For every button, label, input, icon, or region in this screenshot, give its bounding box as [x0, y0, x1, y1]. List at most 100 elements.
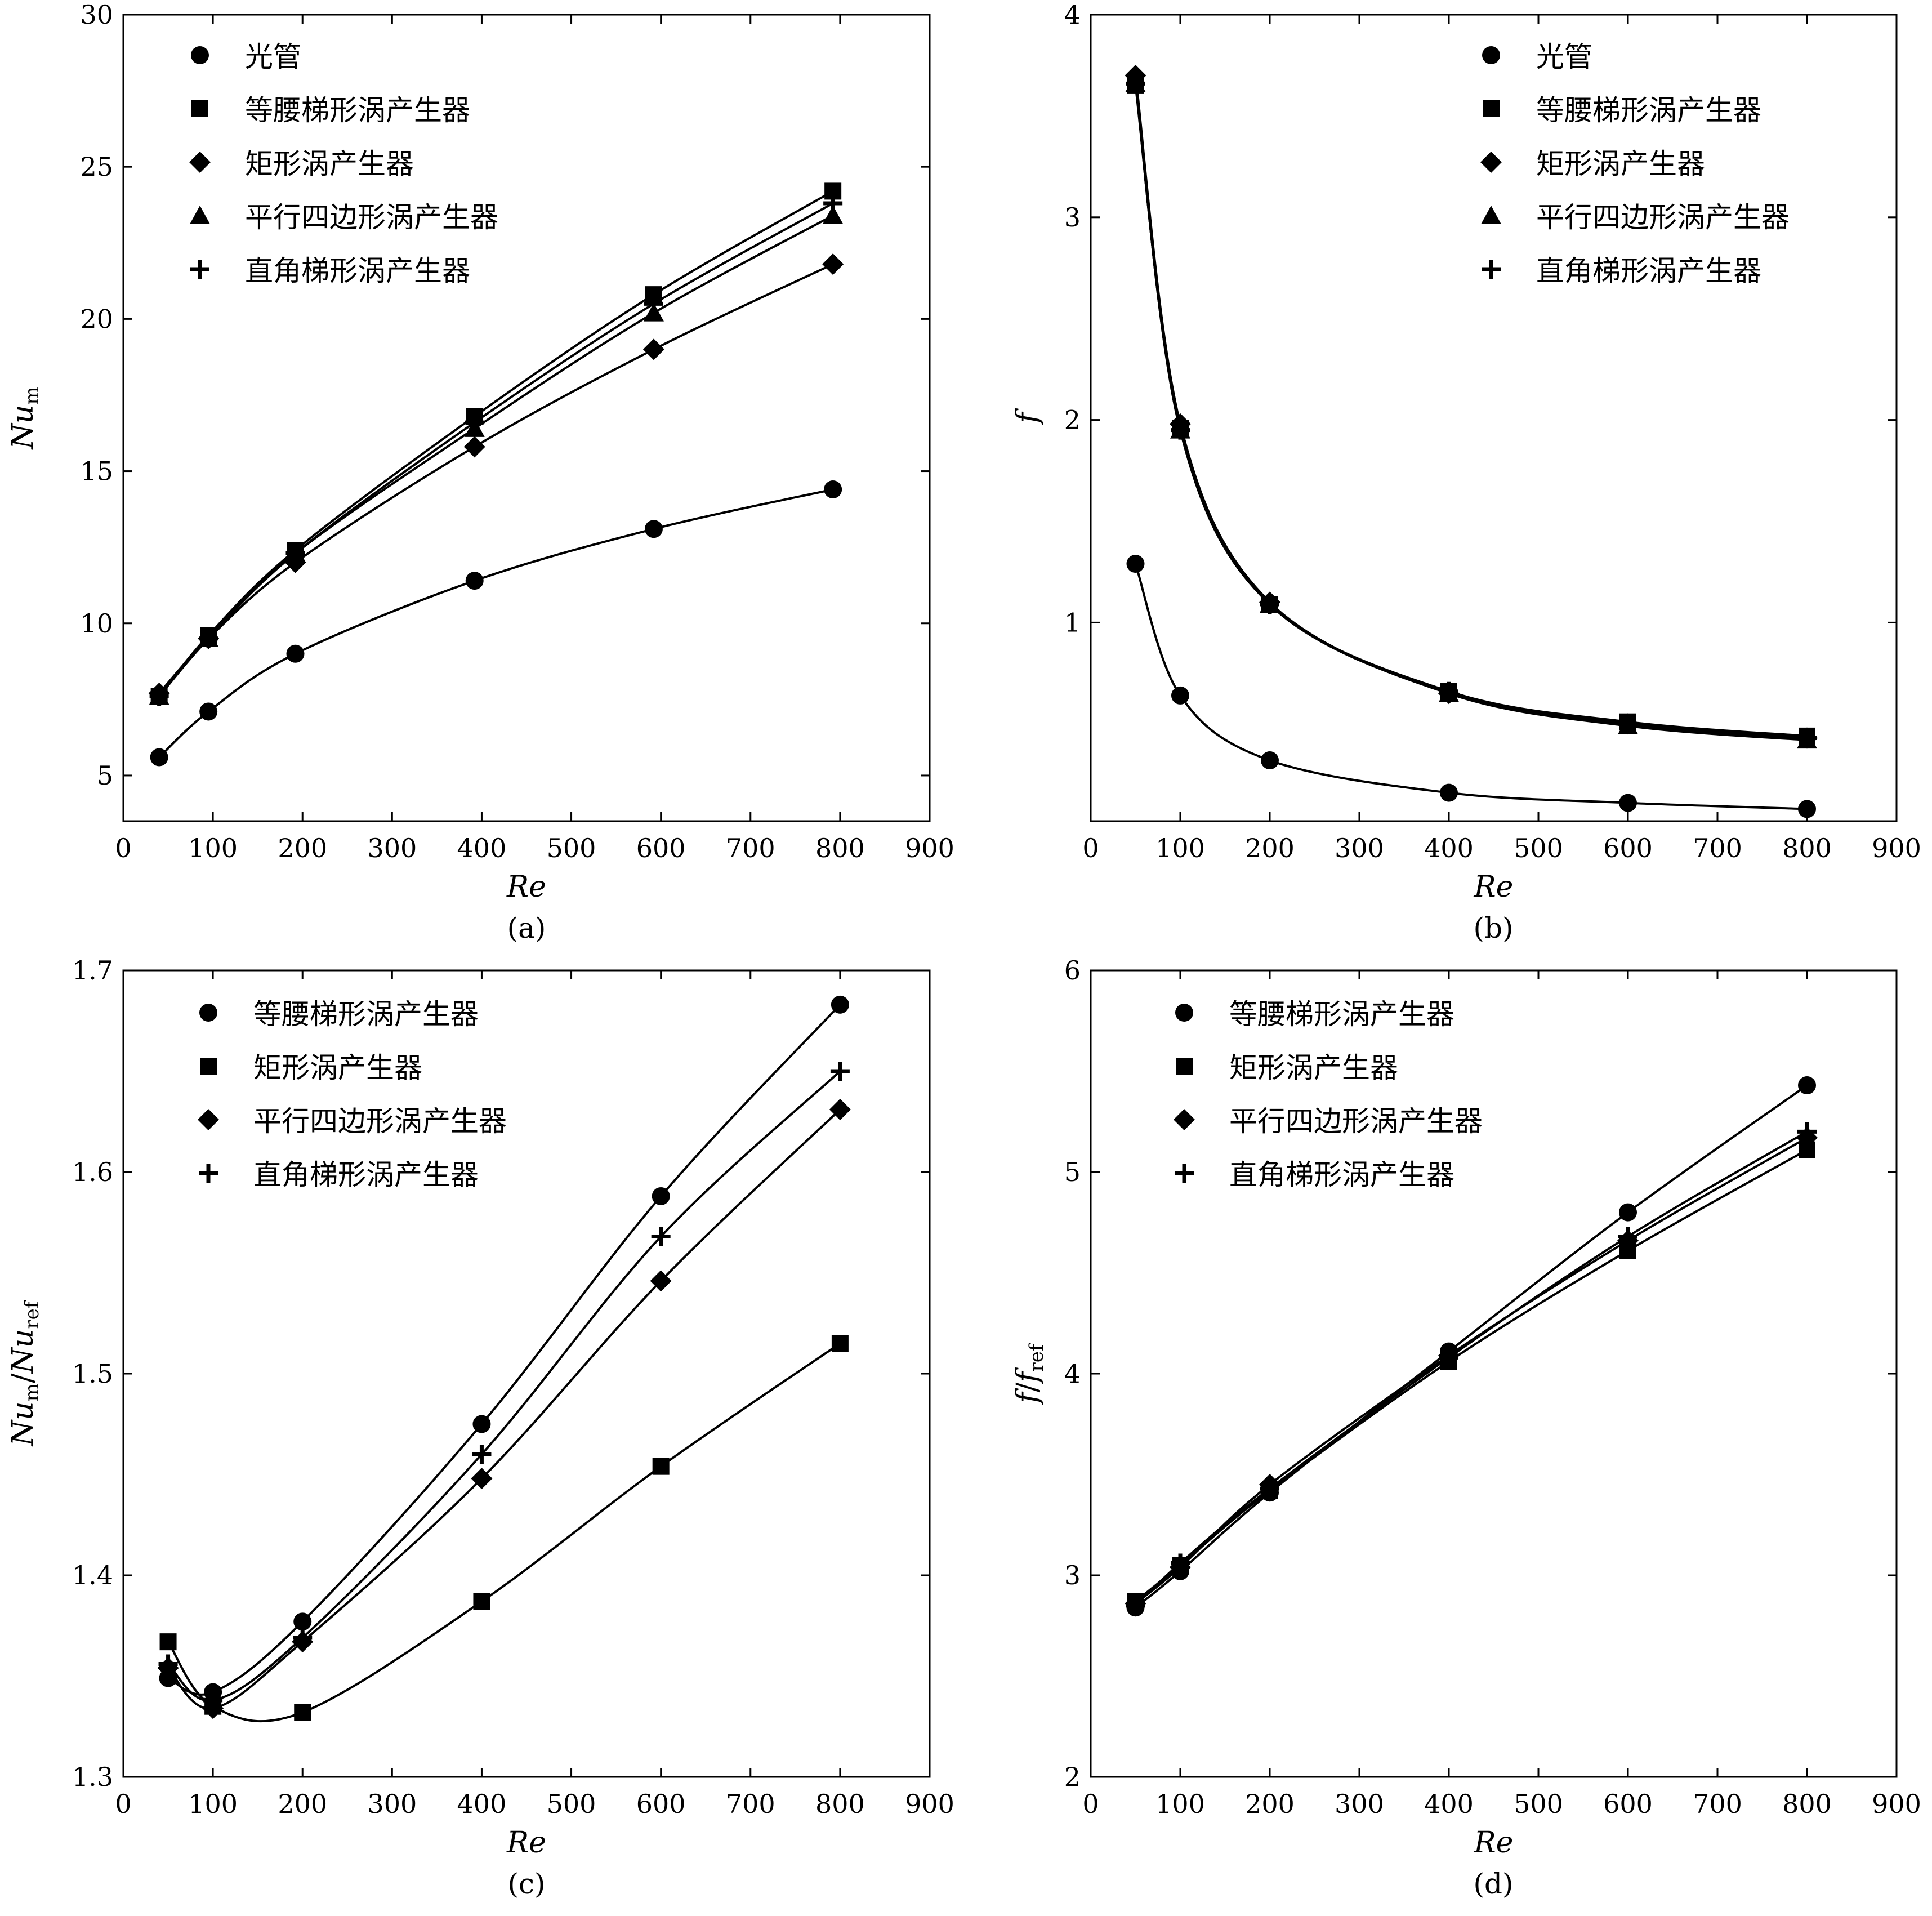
data-point [822, 253, 844, 275]
series-3 [1125, 64, 1818, 749]
x-tick-label: 100 [1155, 833, 1205, 863]
y-tick-label: 1.6 [72, 1157, 113, 1187]
data-point [1261, 751, 1279, 770]
legend-marker [1175, 1164, 1194, 1183]
x-tick-label: 400 [1424, 833, 1474, 863]
chart-4: 0 100 200 300 400 500 600 700 800 900 2 3 4 5 6 Re f/fre… [1011, 955, 1921, 1900]
data-point [651, 1227, 671, 1246]
data-point [831, 995, 849, 1014]
x-tick-label: 900 [1872, 1789, 1921, 1819]
data-point [1798, 800, 1816, 818]
series-line [158, 488, 833, 758]
legend-label: 平行四边形涡产生器 [245, 201, 498, 234]
series-line [1134, 75, 1808, 739]
legend-label: 矩形涡产生器 [245, 148, 414, 180]
data-point [293, 1612, 312, 1631]
y-tick-label: 4 [1064, 1358, 1081, 1389]
y-tick-label: 1 [1064, 607, 1081, 638]
data-point [471, 1468, 493, 1490]
data-point [1126, 1596, 1145, 1615]
series-3 [157, 1099, 851, 1719]
x-tick-label: 200 [278, 833, 327, 863]
plot-frame [1090, 14, 1898, 822]
legend-marker [1480, 152, 1502, 173]
y-tick-label: 2 [1064, 405, 1081, 435]
data-point [1171, 686, 1189, 705]
y-tick-label: 6 [1064, 955, 1081, 986]
panel-caption: (c) [507, 1868, 545, 1900]
legend-marker [199, 1164, 218, 1183]
y-tick-label: 10 [80, 608, 113, 639]
legend-marker [1175, 1004, 1193, 1022]
data-point [473, 1593, 490, 1610]
y-axis-label: Num/Nuref [6, 1300, 43, 1447]
x-tick-label: 100 [188, 1789, 238, 1819]
series-line [167, 1004, 841, 1696]
series-line [1135, 1148, 1808, 1603]
y-tick-label: 20 [80, 304, 113, 334]
legend-label: 光管 [245, 41, 301, 73]
series-1 [150, 480, 842, 767]
panel-caption: (d) [1473, 1868, 1513, 1900]
data-point [465, 413, 484, 433]
y-tick-label: 15 [80, 456, 113, 487]
y-axis-label: f [1011, 408, 1045, 426]
x-tick-label: 400 [1424, 1789, 1474, 1819]
x-tick-label: 0 [1082, 1789, 1099, 1819]
y-tick-label: 3 [1064, 202, 1081, 233]
legend-label: 矩形涡产生器 [253, 1051, 422, 1084]
legend-marker [1483, 100, 1500, 117]
x-tick-label: 600 [636, 1789, 686, 1819]
series-4 [1126, 1122, 1817, 1615]
y-tick-label: 2 [1064, 1762, 1081, 1792]
series-line [1134, 85, 1808, 737]
y-tick-label: 1.5 [72, 1358, 113, 1389]
series-2 [1127, 1141, 1815, 1610]
x-tick-label: 500 [1514, 833, 1563, 863]
series-2 [1127, 77, 1815, 745]
data-point [1260, 595, 1279, 614]
data-point [1797, 728, 1817, 748]
legend-marker [1482, 46, 1500, 64]
chart-3: 0 100 200 300 400 500 600 700 800 900 1.3 1.4 1.5 1.6… [6, 955, 954, 1900]
x-tick-label: 600 [636, 833, 686, 863]
legend-marker [1174, 1109, 1195, 1130]
x-tick-label: 700 [726, 833, 775, 863]
legend-label: 等腰梯形涡产生器 [1229, 998, 1454, 1031]
data-point [1619, 794, 1637, 812]
y-tick-label: 30 [80, 0, 113, 30]
data-point [1439, 681, 1458, 701]
x-tick-label: 300 [1335, 1789, 1384, 1819]
x-tick-label: 200 [278, 1789, 327, 1819]
series-3 [1125, 1127, 1818, 1615]
x-axis-label: Re [506, 870, 546, 904]
legend-label: 平行四边形涡产生器 [1229, 1105, 1483, 1138]
series-line [167, 1108, 841, 1710]
data-point [293, 1628, 313, 1647]
x-tick-label: 500 [547, 833, 596, 863]
chart-2: 0 100 200 300 400 500 600 700 800 900 1 2 3 4 Re f (b) 光管… [1011, 0, 1921, 944]
x-tick-label: 900 [905, 833, 954, 863]
x-tick-label: 600 [1603, 833, 1653, 863]
legend-label: 直角梯形涡产生器 [245, 255, 470, 287]
series-line [1135, 1130, 1808, 1607]
data-point [1126, 74, 1145, 93]
y-tick-label: 5 [97, 760, 113, 791]
series-line [1134, 83, 1808, 739]
data-point [650, 1270, 672, 1292]
legend-marker [200, 1058, 217, 1075]
y-tick-label: 1.3 [72, 1762, 113, 1792]
x-axis-label: Re [506, 1826, 546, 1860]
data-point [203, 1690, 223, 1710]
legend-label: 等腰梯形涡产生器 [1536, 94, 1761, 127]
data-point [831, 1335, 849, 1352]
x-tick-label: 0 [1082, 833, 1099, 863]
data-point [823, 194, 843, 213]
y-tick-label: 3 [1064, 1560, 1081, 1590]
data-point [1797, 1122, 1817, 1142]
data-point [472, 1415, 491, 1433]
plot-frame [122, 14, 931, 822]
series-line [158, 202, 834, 697]
x-tick-label: 700 [1693, 833, 1742, 863]
